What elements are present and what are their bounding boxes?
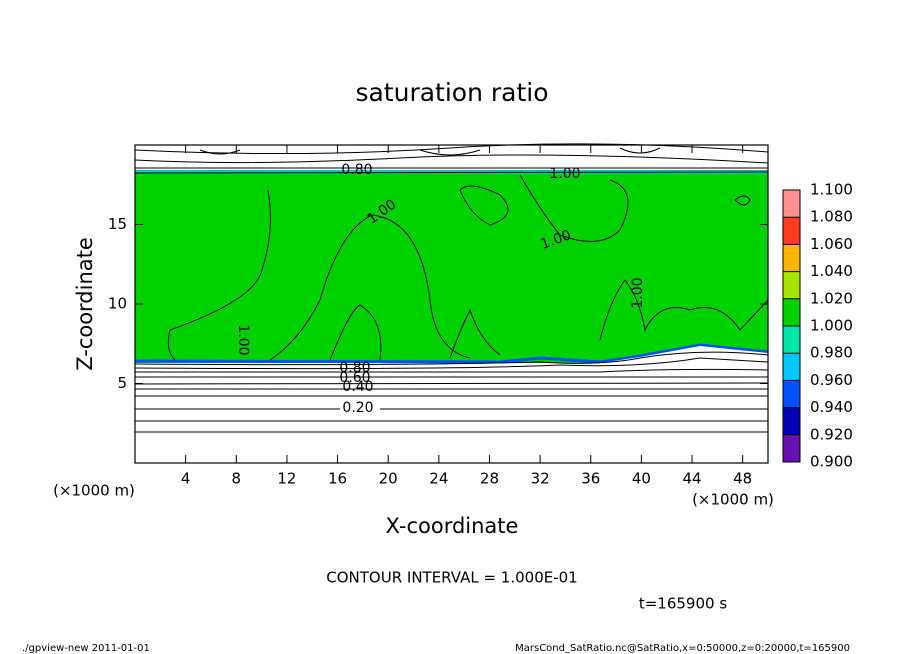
- x-tick-label: 12: [277, 470, 296, 488]
- contour-label: 0.20: [342, 400, 373, 416]
- y-tick-label: 5: [117, 374, 127, 392]
- colorbar-label: 0.940: [810, 398, 853, 416]
- colorbar-band: [783, 326, 800, 354]
- colorbar-label: 1.080: [810, 208, 853, 226]
- colorbar-band: [783, 217, 800, 245]
- x-axis-label: X-coordinate: [386, 514, 519, 538]
- field-blank: [600, 346, 768, 463]
- contour-label: 0.40: [342, 379, 373, 395]
- contour-label: 0.80: [339, 360, 370, 376]
- x-tick-label: 24: [429, 470, 448, 488]
- colorbar-label: 1.060: [810, 235, 853, 253]
- colorbar-band: [783, 271, 800, 299]
- x-tick-label: 48: [733, 470, 752, 488]
- x-tick-label: 16: [328, 470, 347, 488]
- colorbar-band: [783, 380, 800, 408]
- contour-label: 1.00: [630, 277, 646, 308]
- contour-label: 0.60: [339, 370, 370, 386]
- field: [134, 143, 769, 463]
- x-tick-label: 32: [531, 470, 550, 488]
- colorbar-band: [783, 407, 800, 435]
- colorbar-label: 1.000: [810, 317, 853, 335]
- contour-lines: [134, 143, 769, 433]
- x-tick-label: 36: [581, 470, 600, 488]
- colorbar-label: 0.900: [810, 453, 853, 471]
- y-tick-label: 15: [108, 215, 127, 233]
- colorbar-label: 0.960: [810, 371, 853, 389]
- colorbar-band: [783, 434, 800, 462]
- colorbar-band: [783, 298, 800, 326]
- colorbar-band: [783, 244, 800, 272]
- y-tick-label: 10: [108, 295, 127, 313]
- contour-label: 1.00: [235, 324, 251, 355]
- contour-label: 0.80: [341, 162, 372, 178]
- y-unit: (×1000 m): [53, 482, 135, 500]
- colorbar-band: [783, 353, 800, 381]
- colorbar-label: 0.920: [810, 425, 853, 443]
- x-tick-label: 4: [181, 470, 191, 488]
- field-area: [135, 170, 768, 363]
- x-tick-label: 40: [632, 470, 651, 488]
- x-unit: (×1000 m): [692, 491, 774, 509]
- colorbar-label: 0.980: [810, 344, 853, 362]
- colorbar-label: 1.100: [810, 181, 853, 199]
- footer-right: MarsCond_SatRatio.nc@SatRatio,x=0:50000,…: [515, 643, 850, 654]
- colorbar-label: 1.040: [810, 262, 853, 280]
- chart-title: saturation ratio: [355, 78, 548, 107]
- x-tick-label: 8: [232, 470, 242, 488]
- colorbar-band: [783, 190, 800, 218]
- colorbar-frame: [782, 189, 801, 463]
- field-edge: [134, 343, 769, 364]
- footer-left: ./gpview-new 2011-01-01: [22, 643, 150, 654]
- contour-interval: CONTOUR INTERVAL = 1.000E-01: [326, 569, 577, 587]
- y-axis-label: Z-coordinate: [73, 237, 97, 371]
- x-tick-label: 44: [682, 470, 701, 488]
- colorbar-label: 1.020: [810, 289, 853, 307]
- x-tick-label: 20: [379, 470, 398, 488]
- contour-label: 1.00: [549, 166, 580, 182]
- x-tick-label: 28: [480, 470, 499, 488]
- time-label: t=165900 s: [639, 595, 727, 613]
